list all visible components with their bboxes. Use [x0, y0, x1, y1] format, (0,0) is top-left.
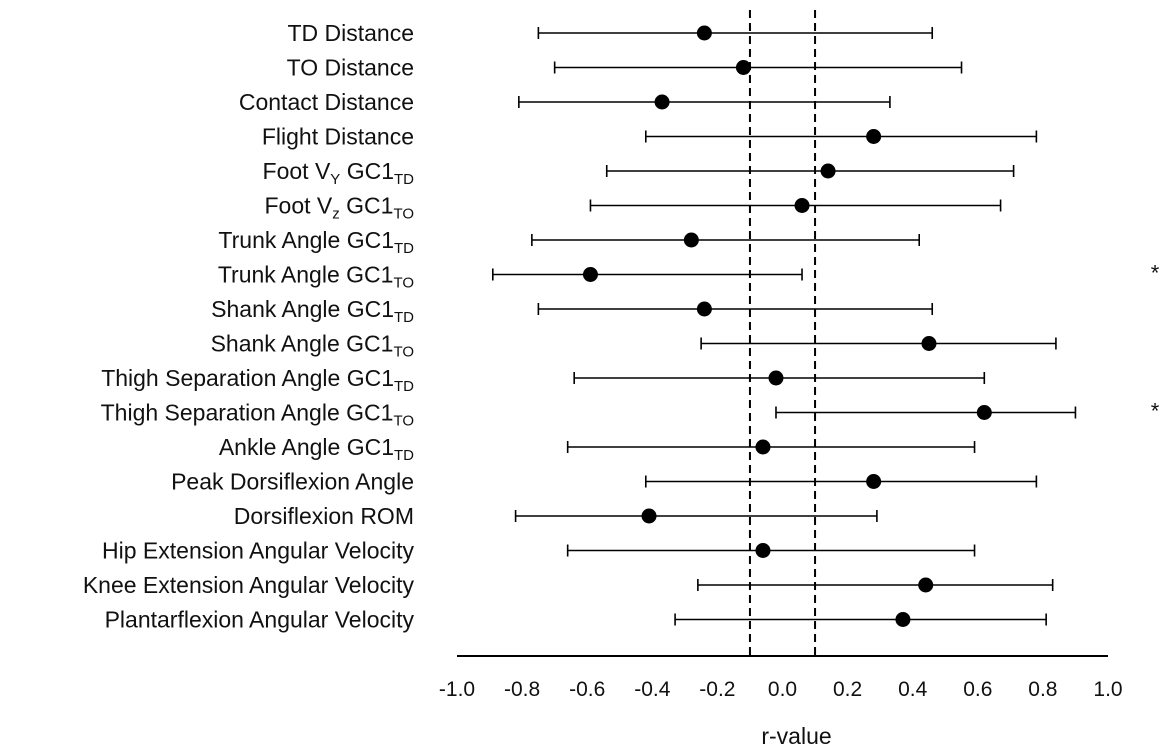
row-label: Foot Vz GC1TO	[264, 193, 414, 223]
r-point	[696, 301, 712, 317]
row-label: Trunk Angle GC1TD	[218, 227, 414, 257]
r-point	[768, 370, 784, 386]
x-tick-label: 0.0	[768, 678, 797, 701]
r-point	[921, 336, 937, 351]
r-point	[918, 577, 934, 593]
forest-rows: TD Distance TO Distance Contact Distance Fl…	[83, 20, 1160, 633]
forest-row: Peak Dorsiflexion Angle	[171, 469, 1038, 495]
forest-row: Ankle Angle GC1TD	[219, 434, 976, 464]
x-tick-label: -0.2	[699, 678, 735, 701]
forest-row: Contact Distance	[239, 89, 891, 115]
forest-row: TD Distance	[287, 20, 934, 46]
x-tick-label: -0.4	[634, 678, 671, 701]
r-point	[895, 612, 911, 627]
r-point	[696, 25, 712, 41]
row-label: Ankle Angle GC1TD	[219, 434, 414, 464]
x-axis-title: r-value	[761, 723, 831, 749]
x-axis: -1.0 -0.8 -0.6 -0.4 -0.2 0.0 0.2 0.4 0.6 0.8 1.0 r…	[439, 655, 1123, 749]
forest-row: Trunk Angle GC1TD	[218, 227, 921, 257]
forest-row: Foot VY GC1TD	[263, 158, 1015, 188]
forest-row: Shank Angle GC1TO	[211, 331, 1057, 361]
x-tick-label: 0.8	[1028, 678, 1057, 701]
significance-marker: *	[1151, 399, 1160, 424]
x-tick-label: 0.2	[833, 678, 862, 701]
row-label: Dorsiflexion ROM	[234, 503, 414, 529]
x-tick-label: 0.4	[898, 678, 928, 701]
r-point	[582, 267, 598, 282]
r-point	[794, 198, 810, 213]
row-label: Shank Angle GC1TD	[211, 296, 414, 326]
forest-row: Hip Extension Angular Velocity	[102, 538, 976, 564]
x-tick-labels: -1.0 -0.8 -0.6 -0.4 -0.2 0.0 0.2 0.4 0.6 0.8 1.0	[439, 678, 1123, 701]
row-label: Trunk Angle GC1TO	[218, 262, 414, 292]
row-label: TD Distance	[287, 20, 414, 46]
forest-row: Trunk Angle GC1TO *	[218, 261, 1160, 292]
x-tick-label: -0.8	[504, 678, 540, 701]
forest-row: Shank Angle GC1TD	[211, 296, 934, 326]
r-point	[820, 163, 836, 179]
r-point	[755, 439, 771, 455]
x-tick-label: 1.0	[1093, 678, 1122, 701]
forest-row: TO Distance	[287, 55, 963, 81]
x-tick-label: 0.6	[963, 678, 992, 701]
forest-row: Knee Extension Angular Velocity	[83, 572, 1054, 598]
row-label: Flight Distance	[262, 124, 414, 150]
x-tick-label: -0.6	[569, 678, 605, 701]
r-point	[735, 60, 751, 75]
row-label: Plantarflexion Angular Velocity	[105, 607, 415, 633]
x-tick-label: -1.0	[439, 678, 475, 701]
r-point	[683, 232, 699, 248]
row-label: Thigh Separation Angle GC1TO	[101, 400, 414, 430]
r-point	[976, 405, 992, 420]
row-label: Foot VY GC1TD	[263, 158, 415, 188]
row-label: Shank Angle GC1TO	[211, 331, 414, 361]
forest-row: Plantarflexion Angular Velocity	[105, 607, 1047, 633]
forest-row: Dorsiflexion ROM	[234, 503, 878, 529]
row-label: Contact Distance	[239, 89, 414, 115]
forest-row: Flight Distance	[262, 124, 1038, 150]
reference-lines	[748, 10, 817, 656]
row-label: Peak Dorsiflexion Angle	[171, 469, 414, 495]
forest-row: Thigh Separation Angle GC1TD	[101, 365, 986, 395]
significance-marker: *	[1151, 261, 1160, 286]
r-point	[654, 94, 670, 110]
r-point	[641, 508, 657, 524]
r-point	[755, 543, 771, 558]
row-label: Knee Extension Angular Velocity	[83, 572, 415, 598]
row-label: Hip Extension Angular Velocity	[102, 538, 414, 564]
r-point	[866, 474, 882, 489]
row-label: TO Distance	[287, 55, 414, 81]
forest-row: Foot Vz GC1TO	[264, 193, 1002, 223]
row-label: Thigh Separation Angle GC1TD	[101, 365, 414, 395]
forest-row: Thigh Separation Angle GC1TO *	[101, 399, 1160, 430]
r-point	[866, 129, 882, 144]
